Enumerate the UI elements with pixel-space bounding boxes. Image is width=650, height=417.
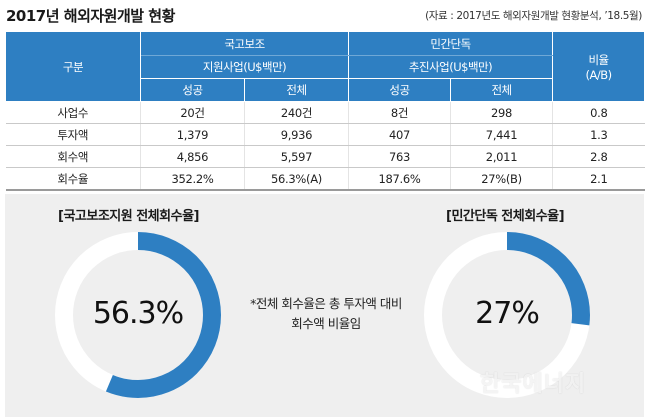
row-label: 회수율	[5, 167, 141, 191]
row-label: 투자액	[5, 123, 141, 146]
cell-ratio: 0.8	[552, 101, 645, 124]
right-donut-fill	[424, 232, 590, 398]
cell-ratio: 2.8	[552, 145, 645, 168]
header-ratio-line2: (A/B)	[585, 67, 612, 82]
table-row: 회수율 352.2% 56.3%(A) 187.6% 27%(B) 2.1	[5, 167, 645, 191]
header-ratio: 비율 (A/B)	[552, 31, 646, 102]
header-national-success: 성공	[140, 78, 245, 102]
data-table: 구분 국고보조 민간단독 비율 (A/B) 지원사업(U$백만) 추진사업(U$…	[5, 31, 646, 191]
cell-priv-total: 298	[450, 101, 553, 124]
cell-nat-total: 240건	[243, 101, 349, 124]
cell-priv-total: 7,441	[450, 123, 553, 146]
header-private-total: 전체	[450, 78, 554, 102]
cell-priv-success: 763	[348, 145, 451, 168]
left-donut-chart	[55, 232, 221, 398]
cell-nat-success: 20건	[140, 101, 245, 124]
footnote-line2: 회수액 비율임	[291, 316, 361, 331]
right-donut-value: 27%	[475, 296, 540, 331]
cell-priv-total: 27%(B)	[450, 167, 553, 191]
header-private-sub: 추진사업(U$백만)	[348, 55, 554, 79]
right-donut-title: [민간단독 전체회수율]	[446, 209, 565, 224]
cell-nat-success: 1,379	[140, 123, 245, 146]
cell-priv-success: 407	[348, 123, 451, 146]
cell-ratio: 1.3	[552, 123, 645, 146]
footnote-line1: *전체 회수율은 총 투자액 대비	[250, 296, 402, 311]
cell-priv-success: 8건	[348, 101, 451, 124]
publisher-watermark: 한국에너지	[480, 372, 587, 397]
header-national-total: 전체	[243, 78, 350, 102]
cell-ratio: 2.1	[552, 167, 645, 191]
cell-nat-success: 352.2%	[140, 167, 245, 191]
footnote: *전체 회수율은 총 투자액 대비 회수액 비율임	[246, 294, 406, 334]
page-title: 2017년 해외자원개발 현황	[6, 7, 175, 25]
cell-priv-total: 2,011	[450, 145, 553, 168]
cell-nat-total: 56.3%(A)	[243, 167, 349, 191]
header-national-sub: 지원사업(U$백만)	[139, 55, 350, 79]
row-label: 사업수	[5, 101, 141, 124]
header-ratio-line1: 비율	[588, 52, 609, 67]
right-donut-chart	[424, 232, 590, 398]
header-category: 구분	[5, 31, 141, 102]
cell-nat-total: 5,597	[243, 145, 349, 168]
row-label: 회수액	[5, 145, 141, 168]
header-private-success: 성공	[348, 78, 452, 102]
left-donut-fill	[55, 232, 221, 398]
left-donut-value: 56.3%	[92, 296, 184, 331]
cell-nat-success: 4,856	[140, 145, 245, 168]
table-row: 회수액 4,856 5,597 763 2,011 2.8	[5, 145, 645, 168]
header-national-group: 국고보조	[139, 31, 350, 56]
cell-nat-total: 9,936	[243, 123, 349, 146]
left-donut-title: [국고보조지원 전체회수율]	[58, 209, 199, 224]
table-row: 사업수 20건 240건 8건 298 0.8	[5, 101, 645, 124]
cell-priv-success: 187.6%	[348, 167, 451, 191]
header-private-group: 민간단독	[348, 31, 554, 56]
source-note: (자료 : 2017년도 해외자원개발 현황분석, ’18.5월)	[425, 10, 642, 22]
table-row: 투자액 1,379 9,936 407 7,441 1.3	[5, 123, 645, 146]
